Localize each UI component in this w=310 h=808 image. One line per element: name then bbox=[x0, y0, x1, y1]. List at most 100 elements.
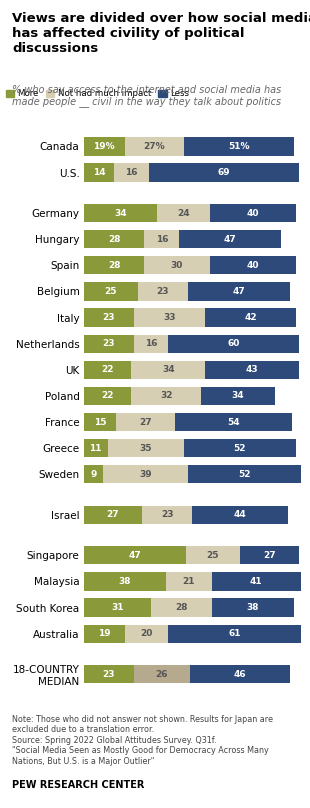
Text: 19: 19 bbox=[98, 629, 111, 638]
Bar bbox=[84, 163, 114, 182]
Text: 20: 20 bbox=[140, 629, 153, 638]
Text: 23: 23 bbox=[102, 313, 115, 322]
Bar bbox=[84, 625, 125, 643]
Bar bbox=[190, 665, 290, 684]
Text: 40: 40 bbox=[247, 208, 259, 217]
Bar bbox=[186, 546, 240, 565]
Bar bbox=[151, 599, 212, 617]
Text: 28: 28 bbox=[108, 234, 120, 244]
Bar bbox=[184, 137, 294, 155]
Text: Note: Those who did not answer not shown. Results for Japan are
excluded due to : Note: Those who did not answer not shown… bbox=[12, 715, 273, 766]
Text: 25: 25 bbox=[206, 551, 219, 560]
Bar bbox=[134, 309, 205, 326]
Text: 38: 38 bbox=[119, 577, 131, 586]
Bar bbox=[116, 413, 175, 431]
Bar bbox=[84, 599, 151, 617]
Text: 60: 60 bbox=[227, 339, 240, 348]
Bar bbox=[205, 360, 299, 379]
Text: 41: 41 bbox=[250, 577, 263, 586]
Text: 52: 52 bbox=[234, 444, 246, 452]
Text: 16: 16 bbox=[156, 234, 168, 244]
Text: 26: 26 bbox=[156, 670, 168, 679]
Bar bbox=[168, 335, 299, 353]
Text: 23: 23 bbox=[102, 670, 115, 679]
Text: 27: 27 bbox=[263, 551, 276, 560]
Text: 69: 69 bbox=[217, 168, 230, 177]
Text: 54: 54 bbox=[227, 418, 240, 427]
Text: 24: 24 bbox=[177, 208, 190, 217]
Text: 27%: 27% bbox=[144, 142, 165, 151]
Text: 47: 47 bbox=[224, 234, 237, 244]
Bar bbox=[142, 506, 192, 524]
Text: 35: 35 bbox=[139, 444, 152, 452]
Text: 46: 46 bbox=[234, 670, 246, 679]
Text: % who say access to the internet and social media has
made people __ civil in th: % who say access to the internet and soc… bbox=[12, 85, 282, 107]
Bar bbox=[210, 204, 296, 222]
Bar bbox=[149, 163, 299, 182]
Text: 51%: 51% bbox=[228, 142, 250, 151]
Text: 31: 31 bbox=[111, 603, 124, 612]
Text: 22: 22 bbox=[101, 365, 114, 374]
Text: Views are divided over how social media
has affected civility of political
discu: Views are divided over how social media … bbox=[12, 12, 310, 55]
Bar bbox=[84, 230, 144, 248]
Bar bbox=[210, 256, 296, 275]
Text: 47: 47 bbox=[232, 287, 245, 296]
Bar bbox=[175, 413, 292, 431]
Text: 61: 61 bbox=[228, 629, 241, 638]
Text: 52: 52 bbox=[238, 469, 250, 479]
Bar bbox=[114, 163, 149, 182]
Text: 19%: 19% bbox=[94, 142, 115, 151]
Bar bbox=[192, 506, 288, 524]
Text: 25: 25 bbox=[104, 287, 117, 296]
Text: 44: 44 bbox=[233, 511, 246, 520]
Text: 42: 42 bbox=[245, 313, 257, 322]
Bar bbox=[84, 439, 108, 457]
Text: 16: 16 bbox=[125, 168, 138, 177]
Bar bbox=[84, 137, 125, 155]
Bar bbox=[84, 360, 131, 379]
Text: 34: 34 bbox=[114, 208, 127, 217]
Text: 28: 28 bbox=[175, 603, 188, 612]
Bar bbox=[212, 599, 294, 617]
Bar bbox=[138, 282, 188, 301]
Text: 28: 28 bbox=[108, 261, 120, 270]
Text: 22: 22 bbox=[101, 391, 114, 401]
Bar bbox=[212, 572, 301, 591]
Text: 21: 21 bbox=[183, 577, 195, 586]
Bar bbox=[201, 387, 275, 405]
Text: 23: 23 bbox=[102, 339, 115, 348]
Text: 27: 27 bbox=[107, 511, 119, 520]
Bar bbox=[84, 204, 157, 222]
Text: 38: 38 bbox=[247, 603, 259, 612]
Bar bbox=[84, 546, 186, 565]
Bar bbox=[240, 546, 299, 565]
Bar bbox=[125, 137, 184, 155]
Text: 32: 32 bbox=[160, 391, 172, 401]
Legend: More, Not had much impact, Less: More, Not had much impact, Less bbox=[6, 89, 189, 99]
Bar bbox=[188, 282, 290, 301]
Bar bbox=[205, 309, 296, 326]
Bar bbox=[131, 360, 205, 379]
Bar bbox=[144, 256, 210, 275]
Bar bbox=[134, 665, 190, 684]
Bar bbox=[131, 387, 201, 405]
Bar bbox=[84, 506, 142, 524]
Text: 11: 11 bbox=[89, 444, 102, 452]
Text: 39: 39 bbox=[139, 469, 152, 479]
Text: 27: 27 bbox=[139, 418, 152, 427]
Bar bbox=[168, 625, 301, 643]
Bar bbox=[84, 335, 134, 353]
Text: 14: 14 bbox=[93, 168, 105, 177]
Bar bbox=[84, 387, 131, 405]
Bar bbox=[125, 625, 168, 643]
Text: 15: 15 bbox=[94, 418, 106, 427]
Text: 34: 34 bbox=[232, 391, 244, 401]
Text: 47: 47 bbox=[128, 551, 141, 560]
Bar bbox=[84, 309, 134, 326]
Bar bbox=[179, 230, 281, 248]
Bar bbox=[184, 439, 296, 457]
Text: 30: 30 bbox=[171, 261, 183, 270]
Bar bbox=[166, 572, 212, 591]
Bar bbox=[188, 465, 301, 483]
Bar bbox=[84, 665, 134, 684]
